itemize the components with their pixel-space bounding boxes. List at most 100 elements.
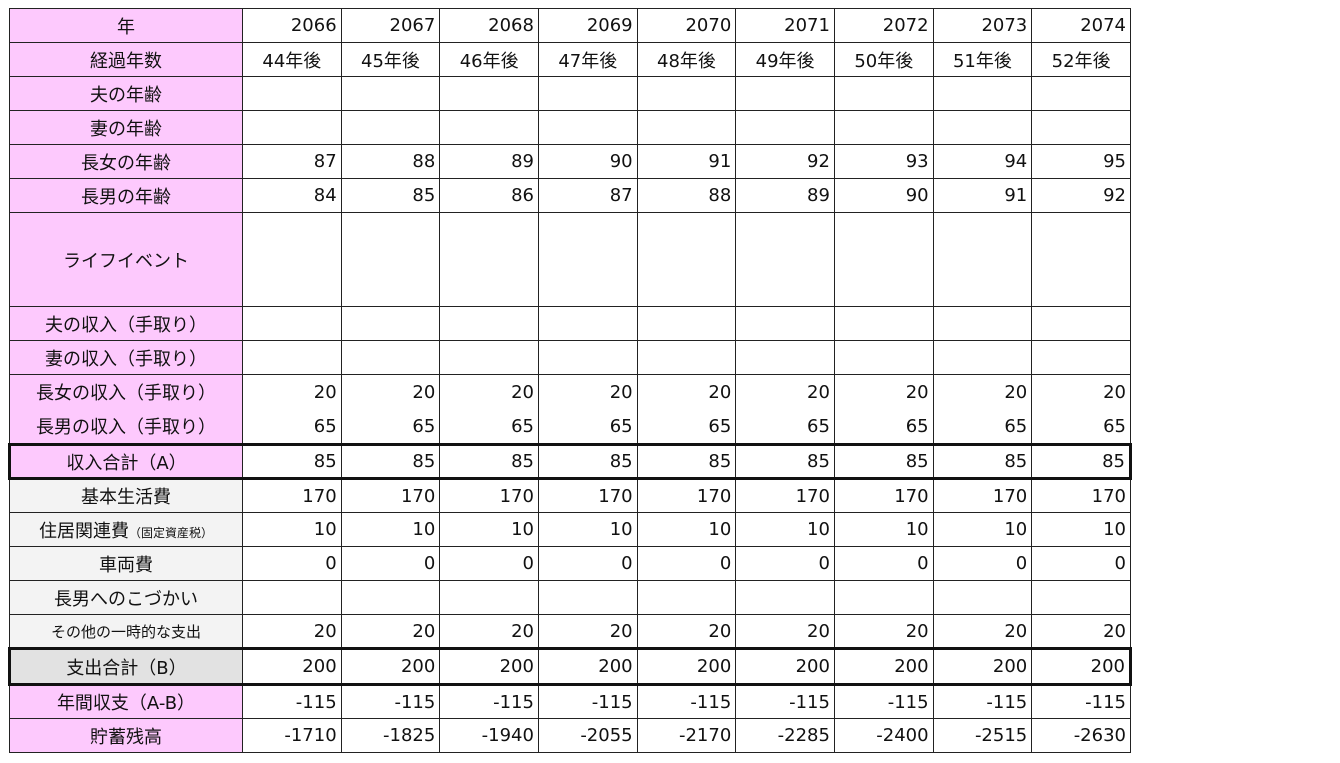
row-annual-balance: 年間収支（A-B） -115 -115 -115 -115 -115 -115 -115 -11… [9,684,1131,719]
row-label-text: 妻の収入（手取り） [45,348,207,370]
cell: 200 [340,647,441,686]
cell [833,580,934,615]
cell: 65 [340,409,441,445]
cell: -2285 [735,718,835,753]
cell: 65 [439,409,539,445]
cell: -115 [1031,684,1131,719]
cell [1031,340,1131,375]
cell: 170 [537,478,638,513]
row-label-text: 長男の年齢 [81,186,171,208]
cell: 20 [439,614,539,649]
cell: 200 [1031,647,1132,686]
cell: 65 [833,409,934,445]
cell [439,340,539,375]
cell [1031,76,1131,111]
cell [242,306,342,341]
cell: 92 [1031,178,1131,213]
cell [439,110,539,145]
cell: 91 [636,144,737,179]
cell: -115 [932,684,1033,719]
row-vehicle-cost: 車両費 0 0 0 0 0 0 0 0 0 [9,546,1131,581]
cell: 2068 [439,8,539,43]
cell: 20 [735,614,835,649]
cell: 0 [636,546,737,581]
cashflow-table: 年 2066 2067 2068 2069 2070 2071 2072 2073 2074 経過年… [8,8,1132,753]
row-label: 長男の収入（手取り） [9,409,243,445]
cell: 94 [932,144,1033,179]
row-label: 妻の年齢 [9,110,243,145]
cell [636,340,737,375]
cell: 84 [242,178,342,213]
cell: 85 [636,443,737,480]
cell [932,580,1033,615]
row-housing-cost: 住居関連費（固定資産税） 10 10 10 10 10 10 10 10 10 [9,512,1131,547]
cell: 87 [537,178,638,213]
cell: 10 [1031,512,1131,547]
cell: 90 [537,144,638,179]
cell: -115 [833,684,934,719]
cell: 0 [340,546,441,581]
cell [242,76,342,111]
cell: 0 [242,546,342,581]
cell [636,580,737,615]
cell [537,340,638,375]
cell: 20 [537,374,638,410]
cell: 0 [735,546,835,581]
cell: 20 [833,614,934,649]
cell: 10 [242,512,342,547]
cell: 20 [636,614,737,649]
cell: 85 [735,443,835,480]
cell [735,212,835,307]
row-daughter-age: 長女の年齢 87 88 89 90 91 92 93 94 95 [9,144,1131,179]
cell: -1825 [340,718,441,753]
cell: 20 [1031,614,1131,649]
cell: 86 [439,178,539,213]
row-label-text: 長女の年齢 [81,152,171,174]
cell: 10 [537,512,638,547]
cell: 46年後 [439,42,539,77]
cell: 85 [1031,443,1132,480]
cell: 93 [833,144,934,179]
cell [932,340,1033,375]
cell [537,580,638,615]
cell [340,580,441,615]
row-other-expense: その他の一時的な支出 20 20 20 20 20 20 20 20 20 [9,614,1131,649]
cell: 10 [439,512,539,547]
cell: 85 [537,443,638,480]
cell [242,340,342,375]
cell: -2515 [932,718,1033,753]
cell: 2066 [242,8,342,43]
cell: 170 [242,478,342,513]
row-label-text: その他の一時的な支出 [50,622,201,641]
row-label-text: 夫の収入（手取り） [45,314,207,336]
row-label: 住居関連費（固定資産税） [9,512,243,547]
cell: 200 [242,647,342,686]
cell: 10 [340,512,441,547]
cell [833,306,934,341]
cell: -2170 [636,718,737,753]
cell: -115 [735,684,835,719]
cell: -2055 [537,718,638,753]
cell: 90 [833,178,934,213]
row-label-text: 経過年数 [90,50,162,72]
cell: 85 [340,178,441,213]
cell: 170 [340,478,441,513]
row-label: 長男の年齢 [9,178,243,213]
cell: 2071 [735,8,835,43]
cell: 20 [932,614,1033,649]
cell [735,580,835,615]
cell [932,76,1033,111]
cell: 49年後 [735,42,835,77]
row-label-sub: （固定資産税） [128,525,213,540]
cell [833,212,934,307]
row-label-text: 車両費 [99,554,153,576]
cell: 52年後 [1031,42,1131,77]
cell: 0 [1031,546,1131,581]
cell [242,212,342,307]
cell: 0 [833,546,934,581]
cell: 47年後 [537,42,638,77]
cell: 44年後 [242,42,342,77]
cell [340,76,441,111]
row-income-total: 収入合計（A） 85 85 85 85 85 85 85 85 85 [8,443,1132,480]
cell [932,110,1033,145]
